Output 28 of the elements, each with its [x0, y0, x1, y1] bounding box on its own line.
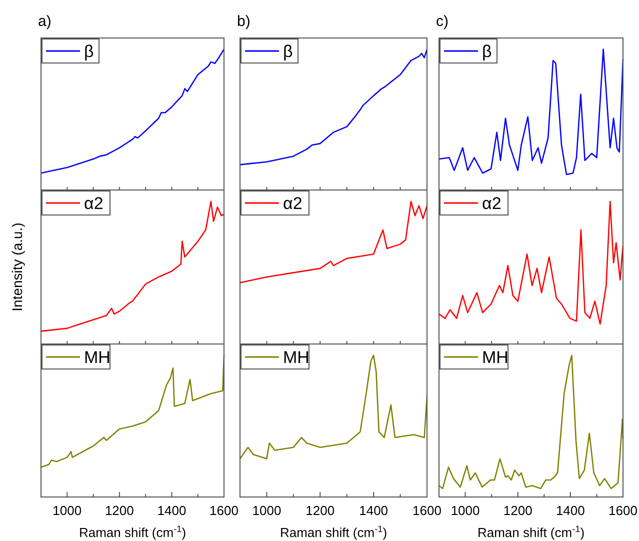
legend-label: β [283, 42, 293, 61]
legend-label: α2 [283, 194, 302, 213]
x-tick-label: 1200 [104, 503, 134, 518]
legend-label: MH [482, 348, 508, 367]
chart-title: b) [237, 13, 250, 30]
chart-title: a) [38, 13, 52, 30]
x-tick-label: 1200 [503, 503, 532, 518]
x-tick-label: 1600 [608, 503, 638, 518]
x-tick-label: 1400 [556, 503, 585, 518]
x-axis-title: Raman shift (cm$^{-1}$) [477, 524, 585, 540]
legend-label: β [482, 42, 492, 61]
x-tick-label: 1000 [252, 503, 282, 518]
x-tick-label: 1400 [359, 503, 388, 518]
x-tick-label: 1600 [412, 503, 442, 518]
x-axis-title: Raman shift (cm$^{-1}$) [78, 524, 186, 540]
x-tick-label: 1400 [157, 503, 186, 518]
legend-label: β [84, 42, 94, 61]
legend-label: MH [84, 348, 110, 367]
legend-label: α2 [482, 194, 502, 213]
y-axis-title: Intensity (a.u.) [9, 222, 25, 312]
x-tick-label: 1000 [52, 503, 82, 518]
legend-label: α2 [84, 194, 104, 213]
x-tick-label: 1000 [450, 503, 480, 518]
x-tick-label: 1600 [210, 503, 238, 518]
x-axis-title: Raman shift (cm$^{-1}$) [280, 524, 388, 540]
legend-label: MH [283, 348, 310, 367]
x-tick-label: 1200 [306, 503, 335, 518]
chart-title: c) [436, 13, 448, 30]
